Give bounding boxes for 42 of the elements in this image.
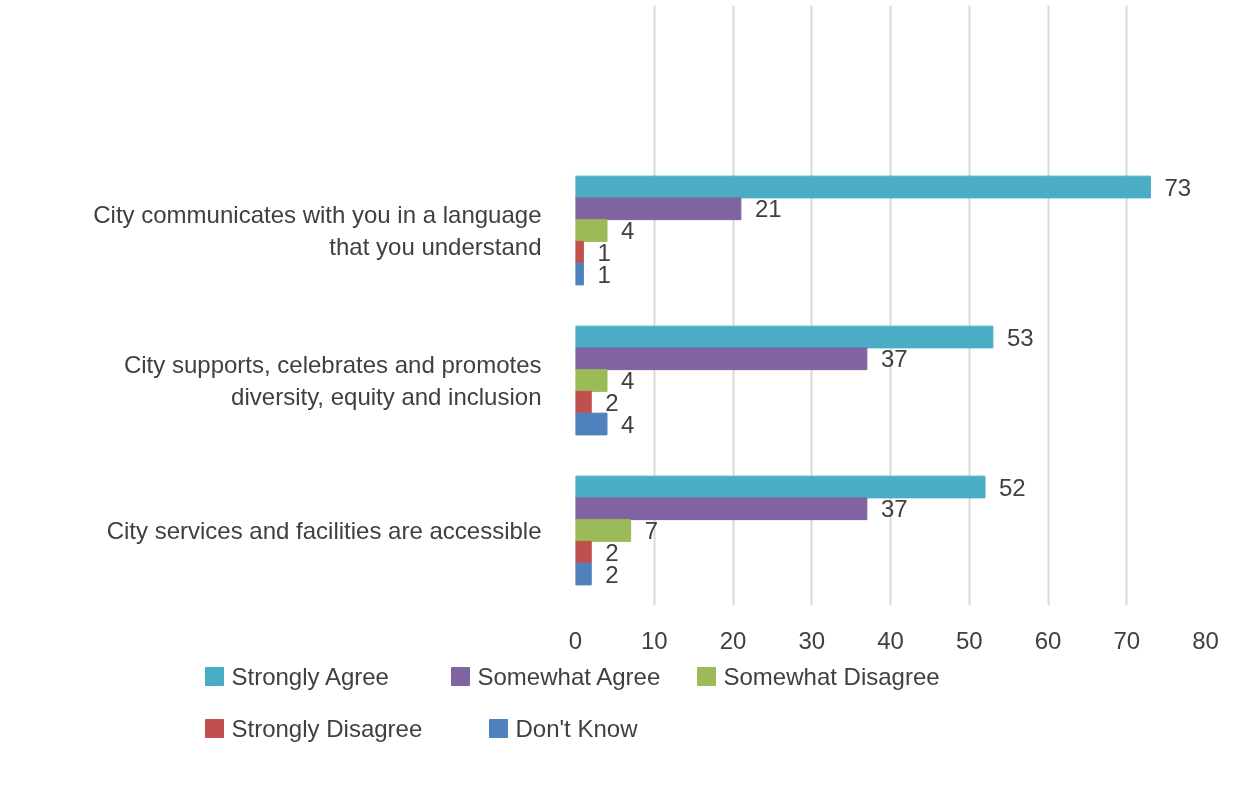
bar	[575, 475, 986, 499]
data-label: 37	[880, 495, 908, 523]
bar	[575, 412, 608, 436]
data-label: 2	[605, 388, 619, 416]
legend-label: Don't Know	[515, 715, 639, 742]
x-tick-label: 60	[1034, 626, 1062, 654]
data-label: 4	[621, 367, 635, 394]
bar	[575, 497, 868, 521]
x-tick-label: 30	[798, 626, 826, 654]
bar	[575, 175, 1151, 199]
x-tick-label: 40	[877, 626, 904, 654]
bar	[575, 262, 584, 286]
data-label: 37	[880, 345, 908, 373]
x-tick-label: 0	[568, 626, 583, 654]
data-label: 4	[621, 217, 635, 244]
bar	[575, 369, 608, 392]
data-label: 7	[644, 517, 658, 544]
bar	[575, 325, 994, 349]
legend-label: Strongly Disagree	[231, 715, 423, 742]
y-tick-label: City communicates with you in a language that you understand	[93, 200, 542, 261]
bar	[575, 390, 592, 414]
data-label: 73	[1164, 173, 1192, 201]
data-label: 21	[754, 195, 782, 223]
bar	[575, 347, 868, 371]
bar	[575, 219, 608, 242]
data-label: 4	[621, 410, 635, 438]
bar	[575, 197, 742, 221]
x-tick-label: 80	[1192, 626, 1219, 654]
data-label: 53	[1006, 323, 1034, 351]
bar	[575, 540, 592, 564]
x-tick-label: 70	[1113, 626, 1141, 654]
y-tick-label: City services and facilities are accessible	[106, 517, 542, 544]
x-tick-label: 10	[640, 626, 668, 654]
bar	[575, 562, 592, 586]
y-tick-label: City supports, celebrates and promotes diversity, equity and inclusion	[123, 350, 542, 411]
bar	[575, 519, 632, 542]
legend-label: Strongly Agree	[231, 663, 389, 690]
x-tick-label: 50	[955, 626, 983, 654]
data-label: 52	[999, 473, 1026, 501]
legend-label: Somewhat Agree	[477, 663, 661, 690]
x-tick-label: 20	[719, 626, 747, 654]
legend-label: Somewhat Disagree	[723, 663, 940, 690]
